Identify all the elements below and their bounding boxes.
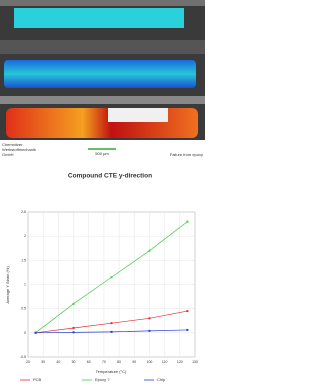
x-tick-label: 120 — [177, 360, 183, 364]
legend-label: PCB — [33, 377, 42, 382]
y-tick-label: 1.5 — [21, 258, 26, 262]
note: Failure from epoxy — [170, 152, 203, 157]
x-tick-label: 90 — [132, 360, 136, 364]
legend-label: Epoxy ? — [95, 377, 110, 382]
point — [110, 330, 113, 333]
x-tick-label: 50 — [72, 360, 76, 364]
x-tick-label: 40 — [56, 360, 60, 364]
point — [110, 276, 113, 279]
company-name: Chemnitzer — [2, 142, 23, 147]
point — [72, 302, 75, 305]
point — [34, 331, 37, 334]
x-tick-label: 20 — [26, 360, 30, 364]
page: Chemnitzer Werkstoffmechanik GmbH 500 µm… — [0, 0, 205, 383]
y-tick-label: 0.5 — [21, 307, 26, 311]
copper-row — [0, 96, 205, 104]
y-tick-label: 0 — [24, 331, 26, 335]
x-tick-label: 130 — [192, 360, 198, 364]
point — [148, 249, 151, 252]
x-tick-label: 30 — [41, 360, 45, 364]
y-tick-label: 1 — [24, 282, 26, 286]
y-tick-label: 2 — [24, 234, 26, 238]
micrograph — [0, 0, 205, 140]
image-strip — [0, 0, 205, 6]
y-tick-label: 2.5 — [21, 210, 26, 214]
point — [72, 327, 75, 329]
point — [110, 322, 113, 325]
point — [72, 331, 75, 334]
x-tick-label: 60 — [87, 360, 91, 364]
chart-title: Compound CTE y-direction — [68, 173, 152, 180]
point — [148, 317, 151, 320]
point — [186, 310, 189, 313]
x-axis-label: Temperature (°C) — [96, 369, 127, 374]
x-tick-label: 110 — [162, 360, 168, 364]
figure: Chemnitzer Werkstoffmechanik GmbH 500 µm… — [0, 0, 205, 382]
y-axis-label: Average Y Strain (%) — [5, 266, 10, 304]
company-name: Werkstoffmechanik — [2, 147, 36, 152]
x-tick-label: 100 — [147, 360, 153, 364]
epoxy-layer — [4, 60, 196, 88]
pcb-layer — [6, 108, 198, 138]
scale-label: 500 µm — [95, 151, 109, 156]
y-tick-label: -0.5 — [20, 355, 26, 359]
chip-layer — [14, 8, 184, 28]
x-tick-label: 70 — [102, 360, 106, 364]
point — [186, 328, 189, 331]
company-name: GmbH — [2, 152, 14, 157]
failure-zone — [108, 108, 168, 122]
point — [186, 220, 189, 223]
x-tick-label: 80 — [117, 360, 121, 364]
solder-row — [0, 40, 205, 54]
legend-label: Chip — [157, 377, 166, 382]
point — [148, 329, 151, 332]
